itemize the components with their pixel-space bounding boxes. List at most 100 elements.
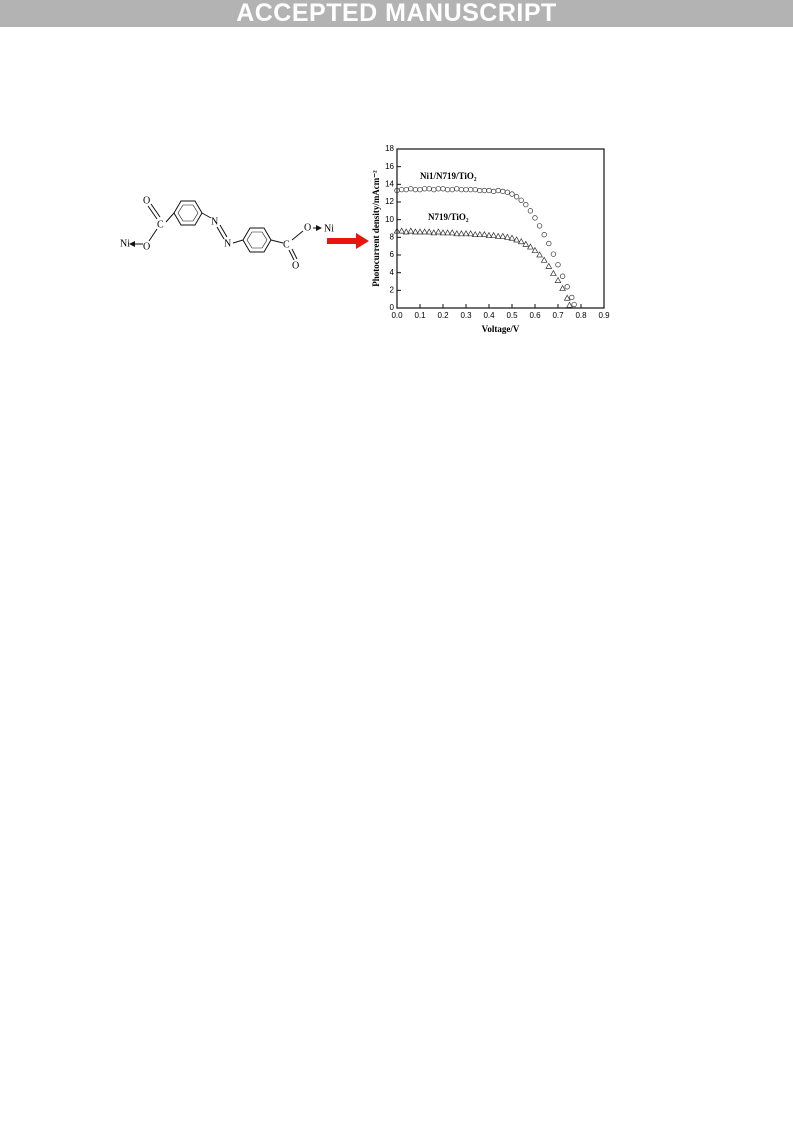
point — [522, 240, 530, 247]
point — [531, 246, 539, 253]
point — [563, 294, 571, 301]
point — [481, 230, 488, 238]
point — [527, 208, 534, 214]
point — [421, 228, 428, 235]
point — [412, 228, 419, 235]
point — [554, 276, 562, 283]
point — [550, 269, 557, 276]
point — [486, 187, 492, 194]
point — [412, 186, 419, 193]
atom: Ni — [120, 238, 130, 249]
structure: Ni O C O N N C O O Ni — [120, 195, 334, 271]
point — [523, 201, 529, 208]
bond — [165, 212, 175, 223]
atom: Ni — [324, 223, 334, 234]
point — [476, 230, 484, 238]
red-arrow — [327, 233, 369, 249]
point — [444, 229, 451, 236]
x-tick-label: 0.2 — [437, 311, 449, 320]
point — [495, 187, 501, 194]
bond — [291, 248, 298, 260]
bond — [150, 203, 161, 218]
point — [485, 231, 493, 238]
point — [504, 233, 511, 240]
atom: N — [224, 238, 231, 249]
x-tick-label: 0.7 — [552, 311, 564, 320]
x-tick-label: 0.1 — [414, 311, 426, 320]
point — [453, 230, 461, 237]
point — [532, 215, 538, 221]
atom: C — [157, 219, 164, 230]
atom: O — [304, 222, 311, 233]
atom: O — [143, 241, 150, 252]
x-tick-label: 0.5 — [506, 311, 518, 320]
y-tick-label: 4 — [390, 268, 395, 277]
series-label: Ni1/N719/TiO₂ — [420, 171, 477, 181]
point — [541, 232, 547, 238]
point — [494, 232, 502, 239]
atom: O — [143, 195, 150, 206]
point — [517, 238, 525, 245]
atom: O — [292, 260, 299, 271]
point — [398, 227, 405, 234]
point — [513, 236, 520, 243]
y-tick-label: 8 — [390, 232, 395, 241]
point — [472, 186, 478, 193]
point — [540, 256, 548, 263]
point — [393, 227, 401, 234]
point — [527, 243, 534, 250]
y-tick-label: 14 — [385, 179, 394, 188]
point — [555, 262, 561, 268]
point — [569, 294, 575, 301]
point — [490, 188, 497, 195]
x-tick-label: 0.3 — [460, 311, 472, 320]
point — [403, 186, 409, 193]
y-tick-label: 12 — [385, 197, 394, 206]
y-tick-label: 2 — [390, 285, 395, 294]
bond — [148, 228, 158, 242]
bond — [270, 239, 284, 244]
point — [566, 301, 573, 308]
point — [546, 240, 552, 247]
point — [421, 186, 428, 192]
ring — [246, 231, 268, 249]
point — [462, 230, 470, 237]
x-tick-label: 0.4 — [483, 311, 495, 320]
ring — [177, 204, 199, 222]
point — [559, 284, 566, 291]
point — [458, 230, 465, 237]
point — [467, 230, 474, 237]
point — [513, 194, 520, 200]
point — [435, 228, 442, 235]
point — [499, 232, 507, 239]
chart: 0.0 0.1 0.2 0.3 0.4 0.5 0.6 0.7 0.8 0.9 0 2 4 6 8 10 12 1… — [371, 144, 610, 334]
point — [454, 186, 460, 192]
point — [431, 186, 437, 193]
point — [509, 191, 515, 197]
point — [408, 186, 414, 192]
point — [518, 197, 524, 203]
point — [417, 186, 423, 193]
bond — [147, 205, 158, 220]
point — [425, 228, 433, 235]
point — [402, 228, 410, 235]
series-label: N719/TiO₂ — [428, 212, 469, 222]
point — [477, 187, 483, 194]
point — [508, 234, 516, 241]
y-tick-label: 6 — [390, 250, 395, 259]
point — [449, 186, 455, 193]
y-tick-label: 10 — [385, 215, 394, 224]
point — [458, 186, 465, 193]
point — [471, 230, 479, 238]
point — [448, 229, 456, 236]
y-tick-label: 0 — [390, 303, 395, 312]
point — [504, 189, 511, 195]
point — [571, 301, 577, 308]
bond — [232, 239, 244, 244]
bond — [291, 230, 304, 241]
bond — [288, 249, 295, 261]
point — [407, 227, 415, 234]
point — [536, 223, 543, 229]
